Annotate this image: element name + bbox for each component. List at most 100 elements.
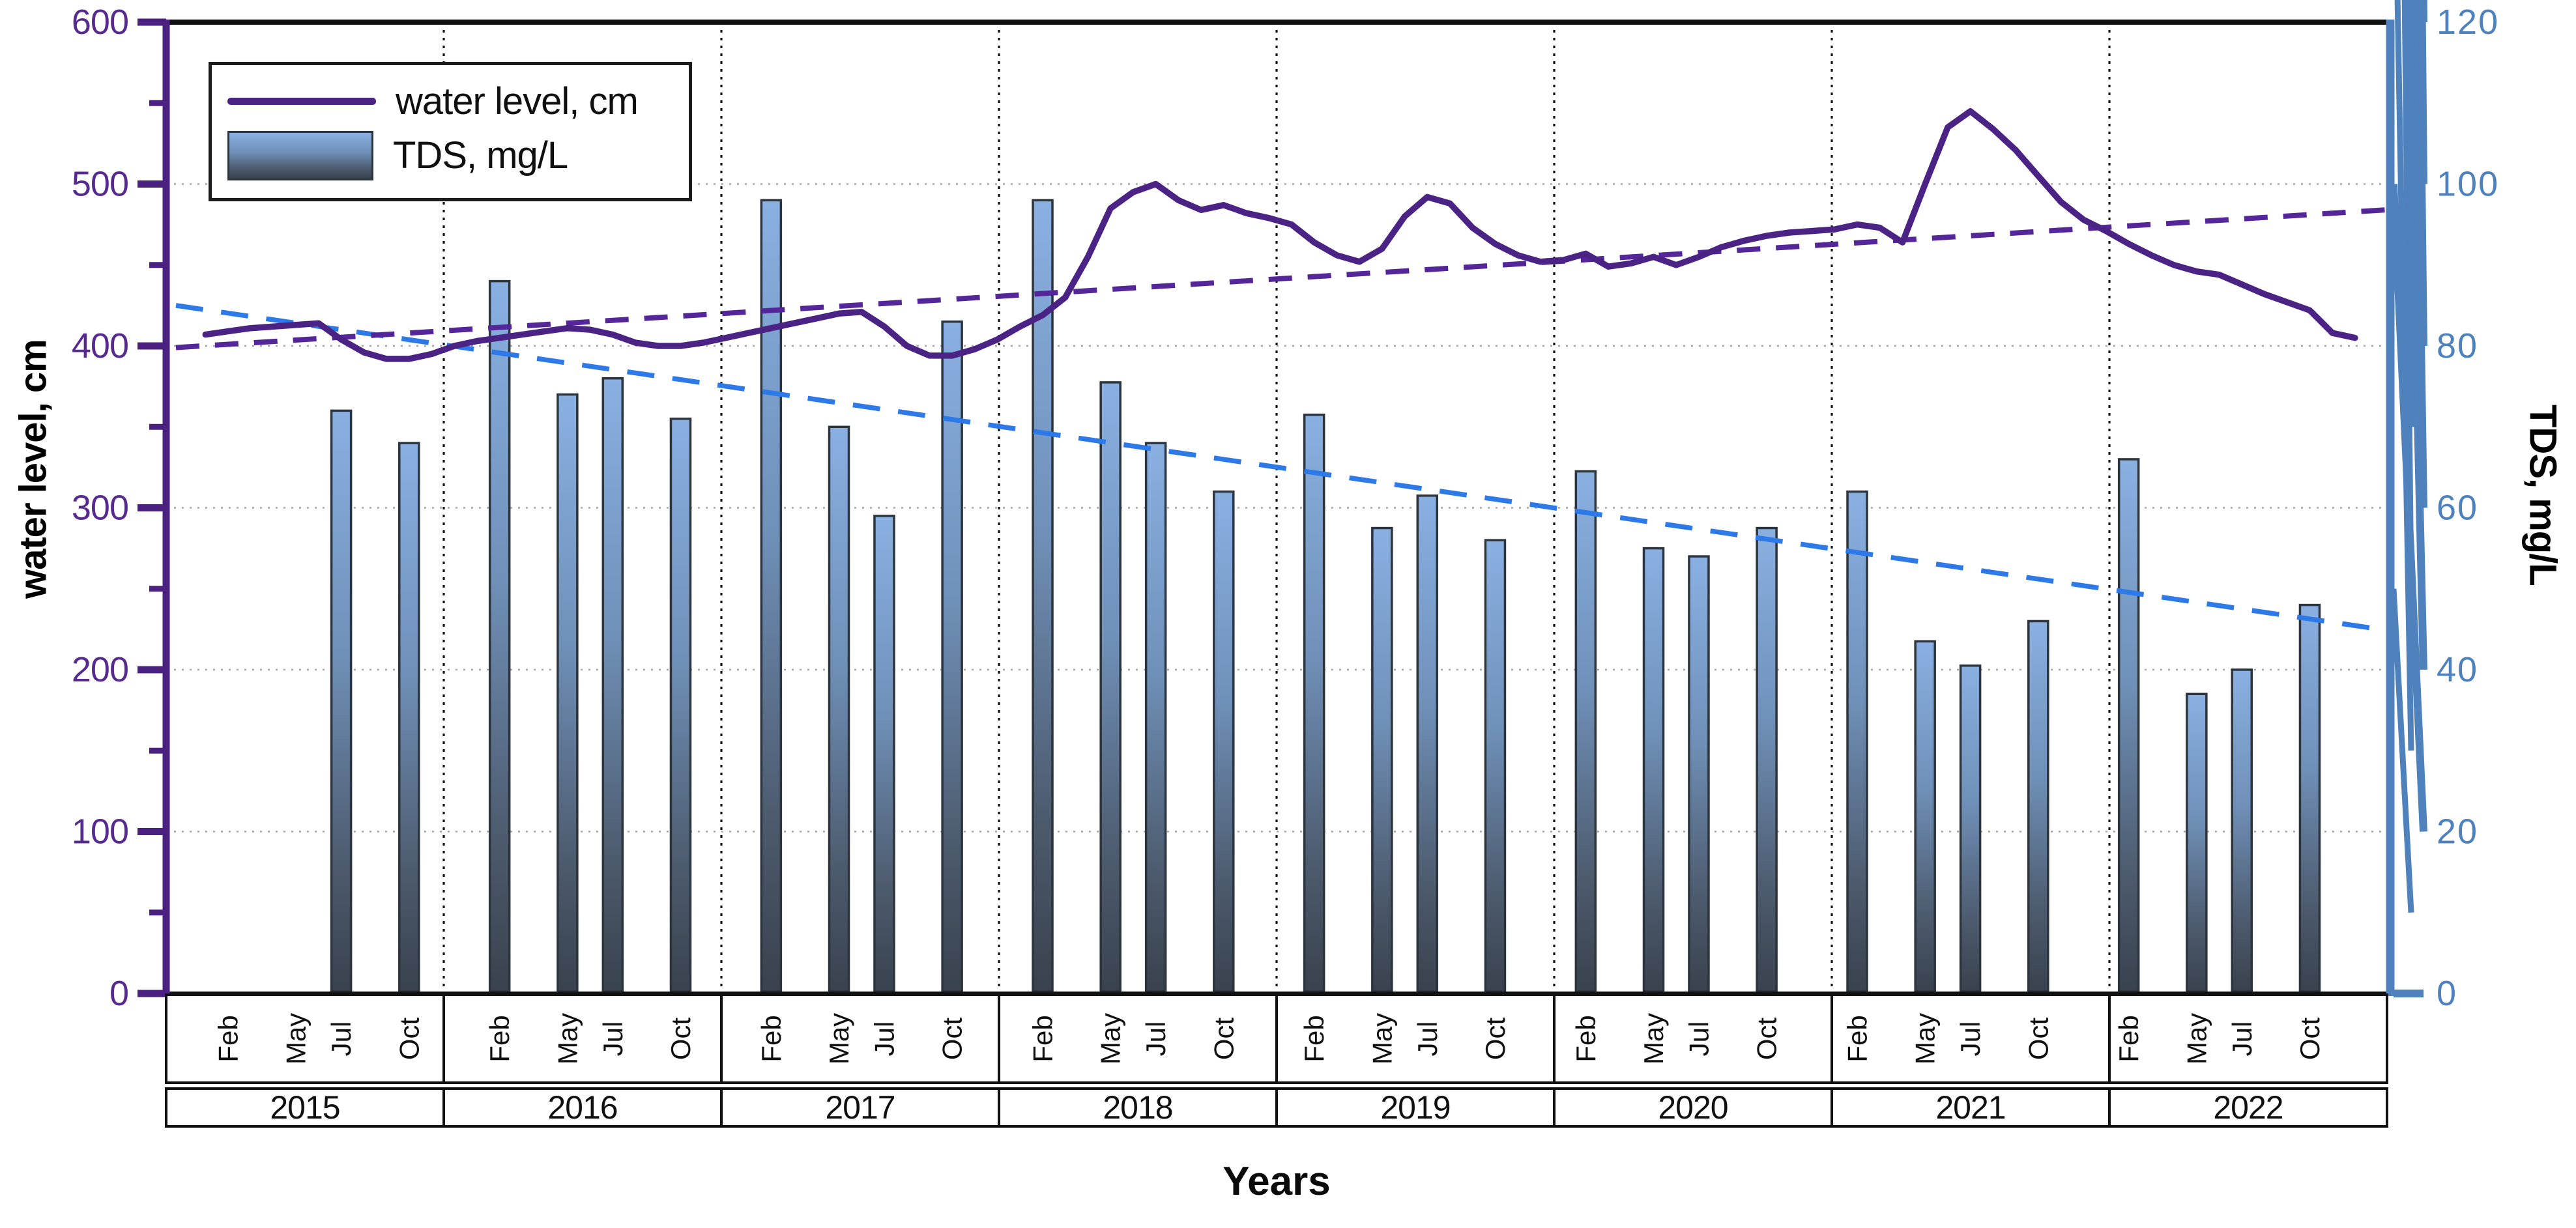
tds-bar-2017-Jul xyxy=(873,515,895,993)
legend-label-tds: TDS, mg/L xyxy=(393,134,568,177)
month-label-2015-Jul: Jul xyxy=(326,1021,356,1057)
water-level-line-swatch xyxy=(227,98,376,106)
tds-bar-2019-Feb xyxy=(1303,413,1325,993)
month-label-2017-Feb: Feb xyxy=(756,1015,787,1062)
month-label-2020-Feb: Feb xyxy=(1570,1015,1601,1062)
legend-item-water-level: water level, cm xyxy=(227,79,673,122)
year-label-2016: 2016 xyxy=(547,1089,617,1126)
tds-bar-2019-Oct xyxy=(1484,539,1507,993)
tds-bar-2021-Oct xyxy=(2027,620,2049,993)
year-label-2017: 2017 xyxy=(825,1089,895,1126)
tds-bar-2020-Feb xyxy=(1574,470,1597,993)
left-axis: 0 100 200 300 400 500 600 xyxy=(72,3,170,1013)
month-label-2021-Oct: Oct xyxy=(2023,1018,2053,1061)
tds-bar-2018-Oct xyxy=(1213,490,1235,993)
month-label-2022-Feb: Feb xyxy=(2113,1015,2144,1062)
month-label-2017-Oct: Oct xyxy=(937,1018,968,1061)
month-label-2018-Oct: Oct xyxy=(1208,1018,1239,1061)
month-label-2019-Feb: Feb xyxy=(1299,1015,1329,1062)
tds-bar-swatch xyxy=(227,131,373,181)
month-label-2018-Jul: Jul xyxy=(1140,1021,1171,1057)
right-tick-label: 0 xyxy=(2437,974,2457,1013)
year-label-2015: 2015 xyxy=(270,1089,340,1126)
x-axis-table: Feb May Jul Oct 2015 Feb May Jul Oct 2016 Feb May Ju… xyxy=(165,993,2388,1128)
left-tick-label: 100 xyxy=(72,812,128,851)
tds-bar-2016-Feb xyxy=(488,279,511,993)
tds-bar-2021-May xyxy=(1914,640,1936,993)
month-label-2020-Oct: Oct xyxy=(1752,1018,1782,1061)
right-tick-label: 60 xyxy=(2437,489,2478,528)
tds-bar-2021-Feb xyxy=(1846,490,1868,993)
left-tick-label: 400 xyxy=(72,326,128,365)
tds-bar-2016-Oct xyxy=(669,418,692,993)
month-label-2015-Oct: Oct xyxy=(394,1018,424,1061)
right-tick-label: 40 xyxy=(2437,650,2478,689)
tds-bar-2020-Oct xyxy=(1756,526,1778,993)
left-tick-label: 500 xyxy=(72,165,128,204)
left-tick-label: 600 xyxy=(72,3,128,42)
month-label-2016-Feb: Feb xyxy=(484,1015,515,1062)
month-label-2020-May: May xyxy=(1638,1013,1669,1064)
tds-bar-2019-Jul xyxy=(1416,494,1439,993)
tds-bars xyxy=(330,199,2321,993)
month-label-2017-May: May xyxy=(824,1013,854,1064)
left-tick-label: 200 xyxy=(72,650,128,689)
tds-trendline xyxy=(175,303,2381,632)
tds-bar-2022-Feb xyxy=(2117,458,2140,993)
right-tick-label: 120 xyxy=(2437,3,2499,42)
tds-bar-2018-May xyxy=(1099,381,1122,993)
year-label-2020: 2020 xyxy=(1658,1089,1728,1126)
left-axis-title: water level, cm xyxy=(12,339,55,599)
legend-label-water-level: water level, cm xyxy=(396,79,639,122)
tds-bar-2019-May xyxy=(1371,526,1393,993)
tds-bar-2017-May xyxy=(828,425,850,993)
left-tick-label: 300 xyxy=(72,489,128,528)
tds-bar-2018-Jul xyxy=(1144,442,1167,993)
month-label-2016-May: May xyxy=(552,1013,583,1064)
tds-bar-2016-Jul xyxy=(601,377,624,993)
tds-bar-2016-May xyxy=(557,393,579,993)
right-tick-label: 20 xyxy=(2437,812,2478,851)
month-label-2018-May: May xyxy=(1095,1013,1126,1064)
right-axis-title: TDS, mg/L xyxy=(2521,405,2564,586)
right-tick-label: 100 xyxy=(2437,165,2499,204)
legend-item-tds: TDS, mg/L xyxy=(227,131,673,181)
tds-bar-2017-Feb xyxy=(760,199,783,993)
month-label-2016-Oct: Oct xyxy=(665,1018,696,1061)
tds-bar-2022-Jul xyxy=(2231,668,2253,993)
tds-bar-2015-Oct xyxy=(398,442,420,993)
year-label-2019: 2019 xyxy=(1380,1089,1450,1126)
legend: water level, cm TDS, mg/L xyxy=(209,62,692,201)
tds-bar-2020-May xyxy=(1642,547,1665,993)
tds-bar-2020-Jul xyxy=(1688,555,1710,993)
water-level-line xyxy=(202,107,2358,362)
month-label-2019-Oct: Oct xyxy=(1480,1018,1511,1061)
year-label-2018: 2018 xyxy=(1103,1089,1172,1126)
month-label-2022-May: May xyxy=(2181,1013,2212,1064)
right-tick-label: 80 xyxy=(2437,326,2478,365)
month-label-2022-Jul: Jul xyxy=(2227,1021,2257,1057)
month-label-2017-Jul: Jul xyxy=(869,1021,899,1057)
tds-bar-2018-Feb xyxy=(1032,199,1054,993)
month-label-2021-Feb: Feb xyxy=(1842,1015,1873,1062)
water-level-trendline xyxy=(175,207,2386,350)
month-label-2021-May: May xyxy=(1910,1013,1941,1064)
right-axis: 0 20 40 60 80 100 120 xyxy=(2386,0,2499,1013)
x-axis-title: Years xyxy=(1223,1159,1331,1204)
tds-bar-2015-Jul xyxy=(330,409,353,993)
year-label-2022: 2022 xyxy=(2213,1089,2283,1126)
month-label-2016-Jul: Jul xyxy=(598,1021,628,1057)
tds-bar-2022-Oct xyxy=(2298,603,2321,993)
month-label-2015-Feb: Feb xyxy=(213,1015,244,1062)
month-label-2019-Jul: Jul xyxy=(1412,1021,1443,1057)
month-label-2019-May: May xyxy=(1367,1013,1397,1064)
month-label-2015-May: May xyxy=(281,1013,311,1064)
year-label-2021: 2021 xyxy=(1935,1089,2005,1126)
month-label-2021-Jul: Jul xyxy=(1955,1021,1986,1057)
tds-bar-2022-May xyxy=(2186,693,2208,993)
tds-bar-2017-Oct xyxy=(941,320,963,993)
month-label-2018-Feb: Feb xyxy=(1028,1015,1058,1062)
month-label-2020-Jul: Jul xyxy=(1683,1021,1714,1057)
